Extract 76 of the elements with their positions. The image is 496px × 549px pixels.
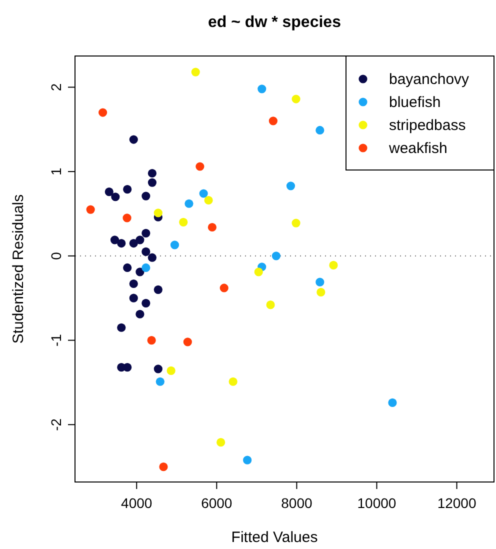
point (154, 285, 162, 294)
point (208, 222, 216, 232)
point (204, 196, 213, 205)
point (159, 462, 168, 472)
x-tick-label: 4000 (121, 495, 152, 511)
point (147, 336, 156, 345)
point (243, 456, 252, 464)
x-axis-title: Fitted Values (231, 529, 318, 546)
point (123, 362, 132, 372)
legend-label: stripedbass (389, 117, 466, 134)
y-axis-title: Studentized Residuals (10, 194, 27, 344)
chart-title: ed ~ dw * species (208, 14, 342, 31)
point (183, 338, 192, 346)
point (191, 68, 200, 76)
point (148, 178, 156, 187)
point (123, 184, 132, 194)
point (292, 94, 300, 104)
y-tick-label: 2 (48, 83, 64, 92)
y-tick-label: 1 (48, 167, 64, 176)
point (266, 300, 275, 310)
point (86, 205, 95, 214)
x-tick-label: 8000 (281, 495, 312, 511)
point (258, 84, 266, 94)
point (129, 294, 138, 302)
point (142, 192, 150, 200)
point (184, 199, 194, 208)
legend-label: bayanchovy (389, 71, 470, 88)
point (196, 162, 204, 171)
point (272, 252, 280, 260)
point (316, 278, 324, 286)
point (129, 279, 138, 288)
legend-label: bluefish (389, 94, 441, 111)
point (166, 366, 176, 375)
point (316, 126, 324, 135)
point (110, 236, 120, 244)
point (148, 168, 156, 178)
point (148, 253, 156, 262)
point (228, 377, 238, 386)
point (142, 228, 150, 238)
point (179, 218, 188, 226)
point (98, 108, 108, 117)
y-tick-label: -1 (48, 334, 64, 347)
point (136, 310, 144, 318)
point (292, 218, 300, 228)
point (220, 284, 228, 292)
point (154, 208, 162, 218)
point (129, 135, 138, 144)
point (156, 377, 164, 386)
x-tick-label: 12000 (437, 495, 476, 511)
point (286, 182, 296, 190)
point (117, 238, 126, 248)
x-tick-label: 10000 (357, 495, 396, 511)
point (216, 438, 226, 447)
point (199, 189, 208, 198)
point (316, 288, 326, 296)
point (136, 236, 144, 244)
point (123, 263, 132, 272)
point (388, 398, 397, 408)
point (268, 116, 278, 126)
point (122, 214, 132, 222)
point (136, 268, 144, 276)
point (329, 260, 338, 270)
x-tick-label: 6000 (201, 495, 232, 511)
y-tick-label: -2 (48, 418, 64, 431)
point (111, 192, 120, 202)
point (129, 238, 138, 248)
y-tick-label: 0 (48, 252, 64, 260)
point (104, 188, 114, 196)
point (117, 323, 126, 332)
point (170, 240, 180, 250)
point (142, 263, 150, 272)
point (154, 364, 162, 374)
legend-label: weakfish (388, 140, 448, 157)
point (142, 298, 150, 308)
point (142, 247, 150, 256)
point (254, 268, 263, 276)
